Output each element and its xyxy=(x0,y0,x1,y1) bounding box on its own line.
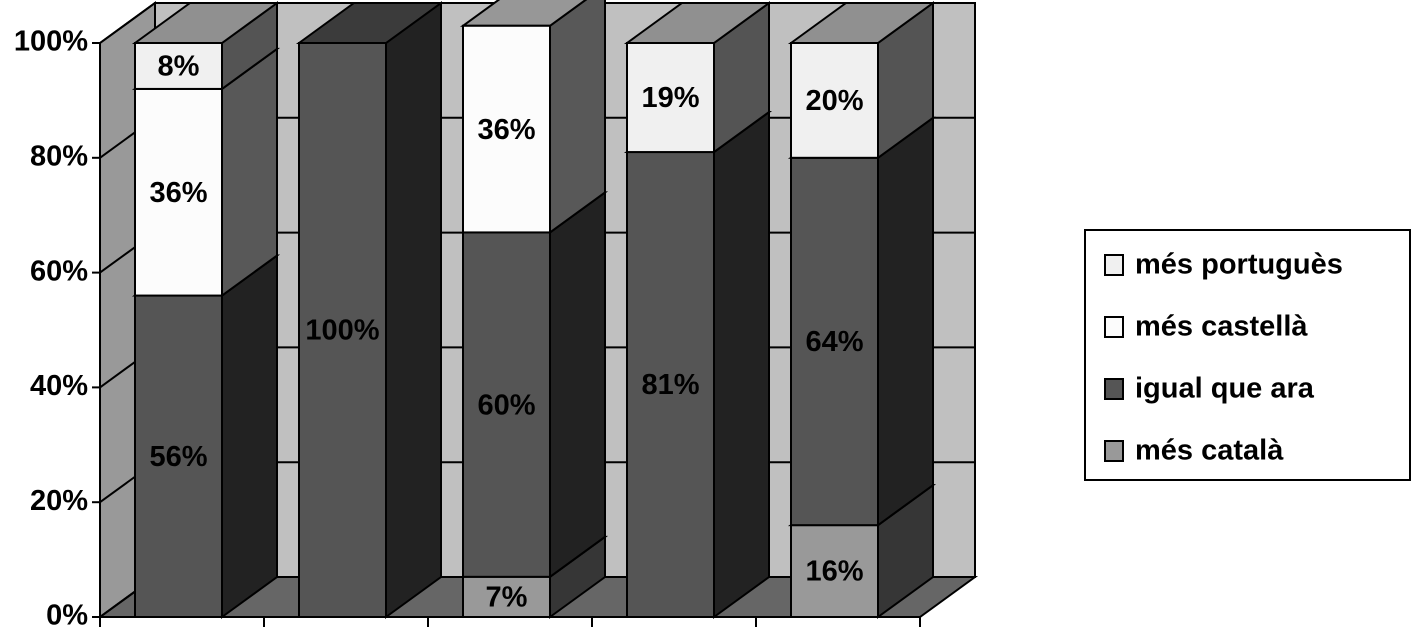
y-tick-label: 0% xyxy=(46,600,88,632)
data-label: 19% xyxy=(641,82,699,114)
legend xyxy=(1084,229,1411,481)
data-label: 64% xyxy=(805,326,863,358)
bar-side xyxy=(549,0,606,235)
bar-side xyxy=(549,190,606,579)
bar-side xyxy=(713,110,770,619)
legend-swatch xyxy=(1104,316,1124,338)
bar xyxy=(626,42,715,154)
legend-label: més castellà xyxy=(1135,311,1308,343)
y-tick-label: 100% xyxy=(14,26,88,58)
data-label: 81% xyxy=(641,369,699,401)
legend-label: més català xyxy=(1135,435,1284,467)
bar-side xyxy=(221,253,278,619)
bar-side xyxy=(221,46,278,298)
bars: 56% 36% 8% 100% 7% 60% 36% 81% 19% 16% 64% 20% xyxy=(131,0,937,619)
bar xyxy=(790,524,879,618)
legend-swatch xyxy=(1104,254,1124,276)
legend-label: igual que ara xyxy=(1135,373,1315,405)
y-tick-label: 60% xyxy=(30,255,88,287)
bar-side xyxy=(385,1,442,619)
bar xyxy=(790,42,879,159)
bar xyxy=(462,231,551,578)
data-label: 36% xyxy=(477,114,535,146)
legend-swatch xyxy=(1104,378,1124,400)
data-label: 20% xyxy=(805,85,863,117)
bar-side xyxy=(877,115,934,528)
legend-label: més portuguès xyxy=(1135,249,1343,281)
y-tick-label: 20% xyxy=(30,485,88,517)
y-tick-label: 40% xyxy=(30,370,88,402)
data-label: 100% xyxy=(305,315,379,347)
data-label: 36% xyxy=(149,177,207,209)
legend-swatch xyxy=(1104,440,1124,462)
bar xyxy=(134,42,223,90)
data-label: 7% xyxy=(486,582,528,614)
bar xyxy=(790,156,879,527)
data-label: 8% xyxy=(158,51,200,83)
bar xyxy=(462,24,551,234)
data-label: 56% xyxy=(149,441,207,473)
y-tick-label: 80% xyxy=(30,140,88,172)
data-label: 60% xyxy=(477,389,535,421)
data-label: 16% xyxy=(805,556,863,588)
bar xyxy=(298,42,387,618)
